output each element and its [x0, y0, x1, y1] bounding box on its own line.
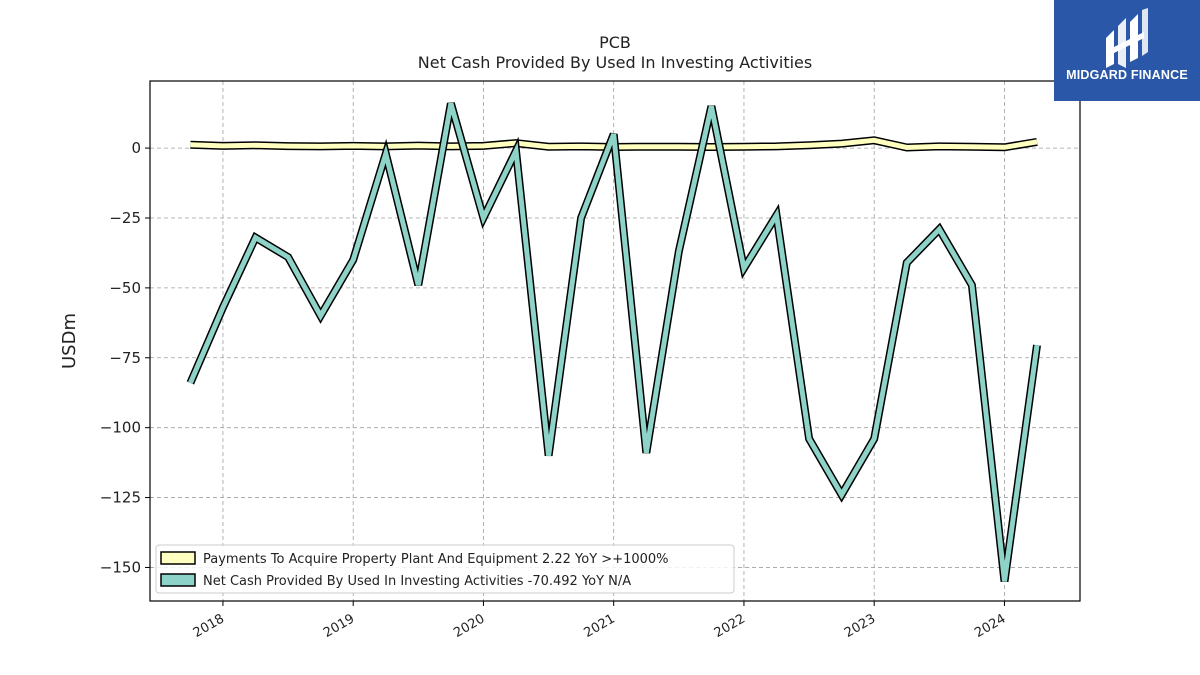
x-tick-label: 2024	[972, 611, 1008, 641]
y-tick-label: −75	[109, 349, 141, 367]
chart-title: PCB	[599, 33, 631, 52]
x-tick-label: 2022	[712, 611, 748, 641]
legend-label: Payments To Acquire Property Plant And E…	[203, 552, 669, 567]
legend-swatch	[160, 573, 196, 587]
x-axis: 2018 2019 2020 2021 2022 2023 2024	[191, 601, 1008, 641]
y-tick-label: −25	[109, 209, 141, 227]
chart-subtitle: Net Cash Provided By Used In Investing A…	[418, 53, 812, 72]
midgard-logo-icon	[1106, 8, 1148, 68]
y-tick-label: −125	[100, 489, 141, 507]
x-tick-label: 2020	[451, 611, 487, 641]
midgard-finance-logo: MIDGARD FINANCE	[1054, 0, 1200, 101]
x-tick-label: 2023	[842, 611, 878, 641]
logo-text: MIDGARD FINANCE	[1066, 68, 1188, 82]
y-tick-label: −50	[109, 279, 141, 297]
legend-box	[155, 544, 735, 594]
y-tick-label: −100	[100, 419, 141, 437]
y-axis: 0 −25 −50 −75 −100 −125 −150	[100, 139, 150, 576]
series-layer	[186, 102, 1041, 582]
y-axis-label: USDm	[59, 313, 80, 369]
y-tick-label: −150	[100, 558, 141, 576]
plot-frame	[149, 80, 1081, 602]
legend-label: Net Cash Provided By Used In Investing A…	[203, 574, 631, 589]
x-tick-label: 2021	[582, 611, 618, 641]
series-2	[186, 102, 1041, 582]
legend: Payments To Acquire Property Plant And E…	[155, 544, 735, 594]
x-tick-label: 2019	[321, 611, 357, 641]
y-tick-label: 0	[131, 139, 141, 157]
x-tick-label: 2018	[191, 611, 227, 641]
legend-swatch	[160, 551, 196, 565]
series-line	[188, 102, 1040, 582]
